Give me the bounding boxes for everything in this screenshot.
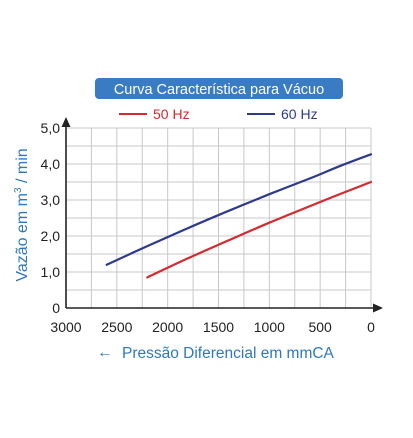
y-tick-label: 4,0 — [41, 156, 61, 172]
y-tick-label: 0 — [52, 300, 60, 316]
chart-title-text: Curva Característica para Vácuo — [114, 82, 324, 98]
y-axis-label: Vazão em m3 / min — [13, 148, 31, 281]
y-axis-label-superscript: 3 — [13, 187, 24, 193]
series-line-60hz — [105, 153, 373, 266]
x-tick-label: 2000 — [152, 319, 183, 335]
x-tick-label: 500 — [308, 319, 332, 335]
tick-labels: 0 1,0 2,0 3,0 4,0 5,0 3000 2500 2000 1500 1000 500 0 — [41, 120, 376, 335]
chart-title-background — [95, 78, 343, 99]
y-axis-arrow — [61, 117, 71, 127]
axes — [61, 117, 383, 313]
x-tick-label: 3000 — [50, 319, 81, 335]
x-tick-label: 0 — [367, 319, 375, 335]
y-tick-label: 2,0 — [41, 228, 61, 244]
left-arrow-icon: ← — [97, 344, 113, 361]
y-tick-label: 5,0 — [41, 120, 61, 136]
x-tick-label: 1000 — [254, 319, 285, 335]
y-axis-label-main: Vazão em m — [14, 193, 31, 282]
legend-label-50hz: 50 Hz — [153, 106, 190, 122]
y-axis-label-unit: / min — [14, 148, 31, 187]
y-tick-label: 1,0 — [41, 264, 61, 280]
x-axis-arrow — [373, 303, 383, 313]
grid — [66, 127, 372, 308]
series-lines — [105, 153, 373, 279]
legend: 50 Hz 60 Hz — [119, 106, 318, 122]
legend-label-60hz: 60 Hz — [281, 106, 318, 122]
x-tick-label: 1500 — [203, 319, 234, 335]
x-tick-label: 2500 — [101, 319, 132, 335]
chart-title: Curva Característica para Vácuo — [95, 78, 343, 99]
y-tick-label: 3,0 — [41, 192, 61, 208]
x-axis-label-group: ← Pressão Diferencial em mmCA — [97, 344, 334, 362]
series-line-50hz — [146, 180, 373, 279]
x-axis-label: Pressão Diferencial em mmCA — [122, 345, 335, 362]
